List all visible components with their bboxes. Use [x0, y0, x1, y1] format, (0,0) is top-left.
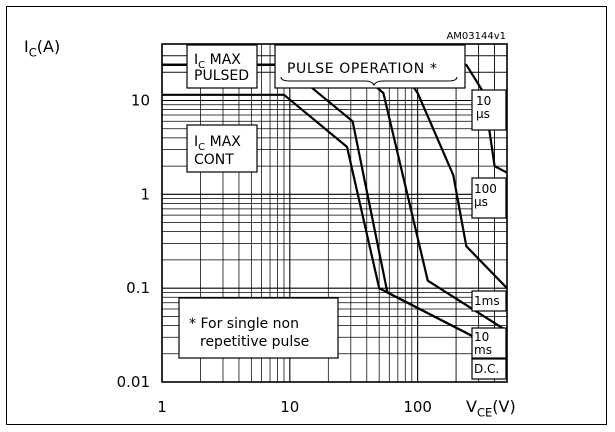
y-tick-label: 0.01 [117, 373, 150, 391]
x-tick-label: 1 [157, 398, 167, 416]
series-label-10-ms-line2: ms [474, 343, 492, 357]
y-tick-label: 1 [140, 185, 150, 203]
ic-max-cont-label: IC MAX [194, 134, 241, 153]
chart-frame [6, 6, 607, 425]
series-label-box-1ms [471, 290, 507, 312]
y-axis-label: IC(A) [24, 37, 60, 59]
x-tick-label: 100 [403, 398, 432, 416]
x-axis-label: VCE(V) [466, 397, 516, 419]
y-tick-label: 0.1 [126, 279, 150, 297]
x-tick-label: 10 [280, 398, 299, 416]
footnote-box [178, 297, 339, 359]
series-label-1ms: 1ms [474, 294, 500, 308]
series-label-10-s: 10 [476, 94, 491, 108]
footnote-line-2: repetitive pulse [200, 334, 309, 350]
curve-d-c [162, 93, 508, 355]
series-label-box-10us [471, 89, 507, 131]
series-label-10-s-line2: µs [476, 107, 490, 121]
series-label-box-100us [471, 177, 507, 219]
ic-max-pulsed-box [186, 44, 258, 89]
footnote-line-1: * For single non [189, 316, 299, 332]
ic-max-cont-box [186, 124, 258, 173]
pulse-operation-bracket [280, 76, 458, 87]
ic-max-cont-label-line2: CONT [194, 152, 234, 168]
y-tick-label: 10 [131, 91, 150, 109]
ic-max-pulsed-label: IC MAX [194, 52, 241, 71]
series-label-d-c: D.C. [474, 362, 499, 376]
pulse-operation-label: PULSE OPERATION * [287, 61, 437, 77]
series-label-box-10ms [471, 327, 507, 359]
curve-100-s [162, 63, 508, 289]
ic-max-pulsed-label-line2: PULSED [194, 68, 249, 84]
series-label-100-s: 100 [474, 182, 497, 196]
plot-border [161, 43, 508, 383]
series-label-100-s-line2: µs [474, 195, 488, 209]
figure-id: AM03144v1 [446, 31, 506, 42]
series-label-10-ms: 10 [474, 330, 489, 344]
series-label-box-dc [471, 358, 507, 380]
